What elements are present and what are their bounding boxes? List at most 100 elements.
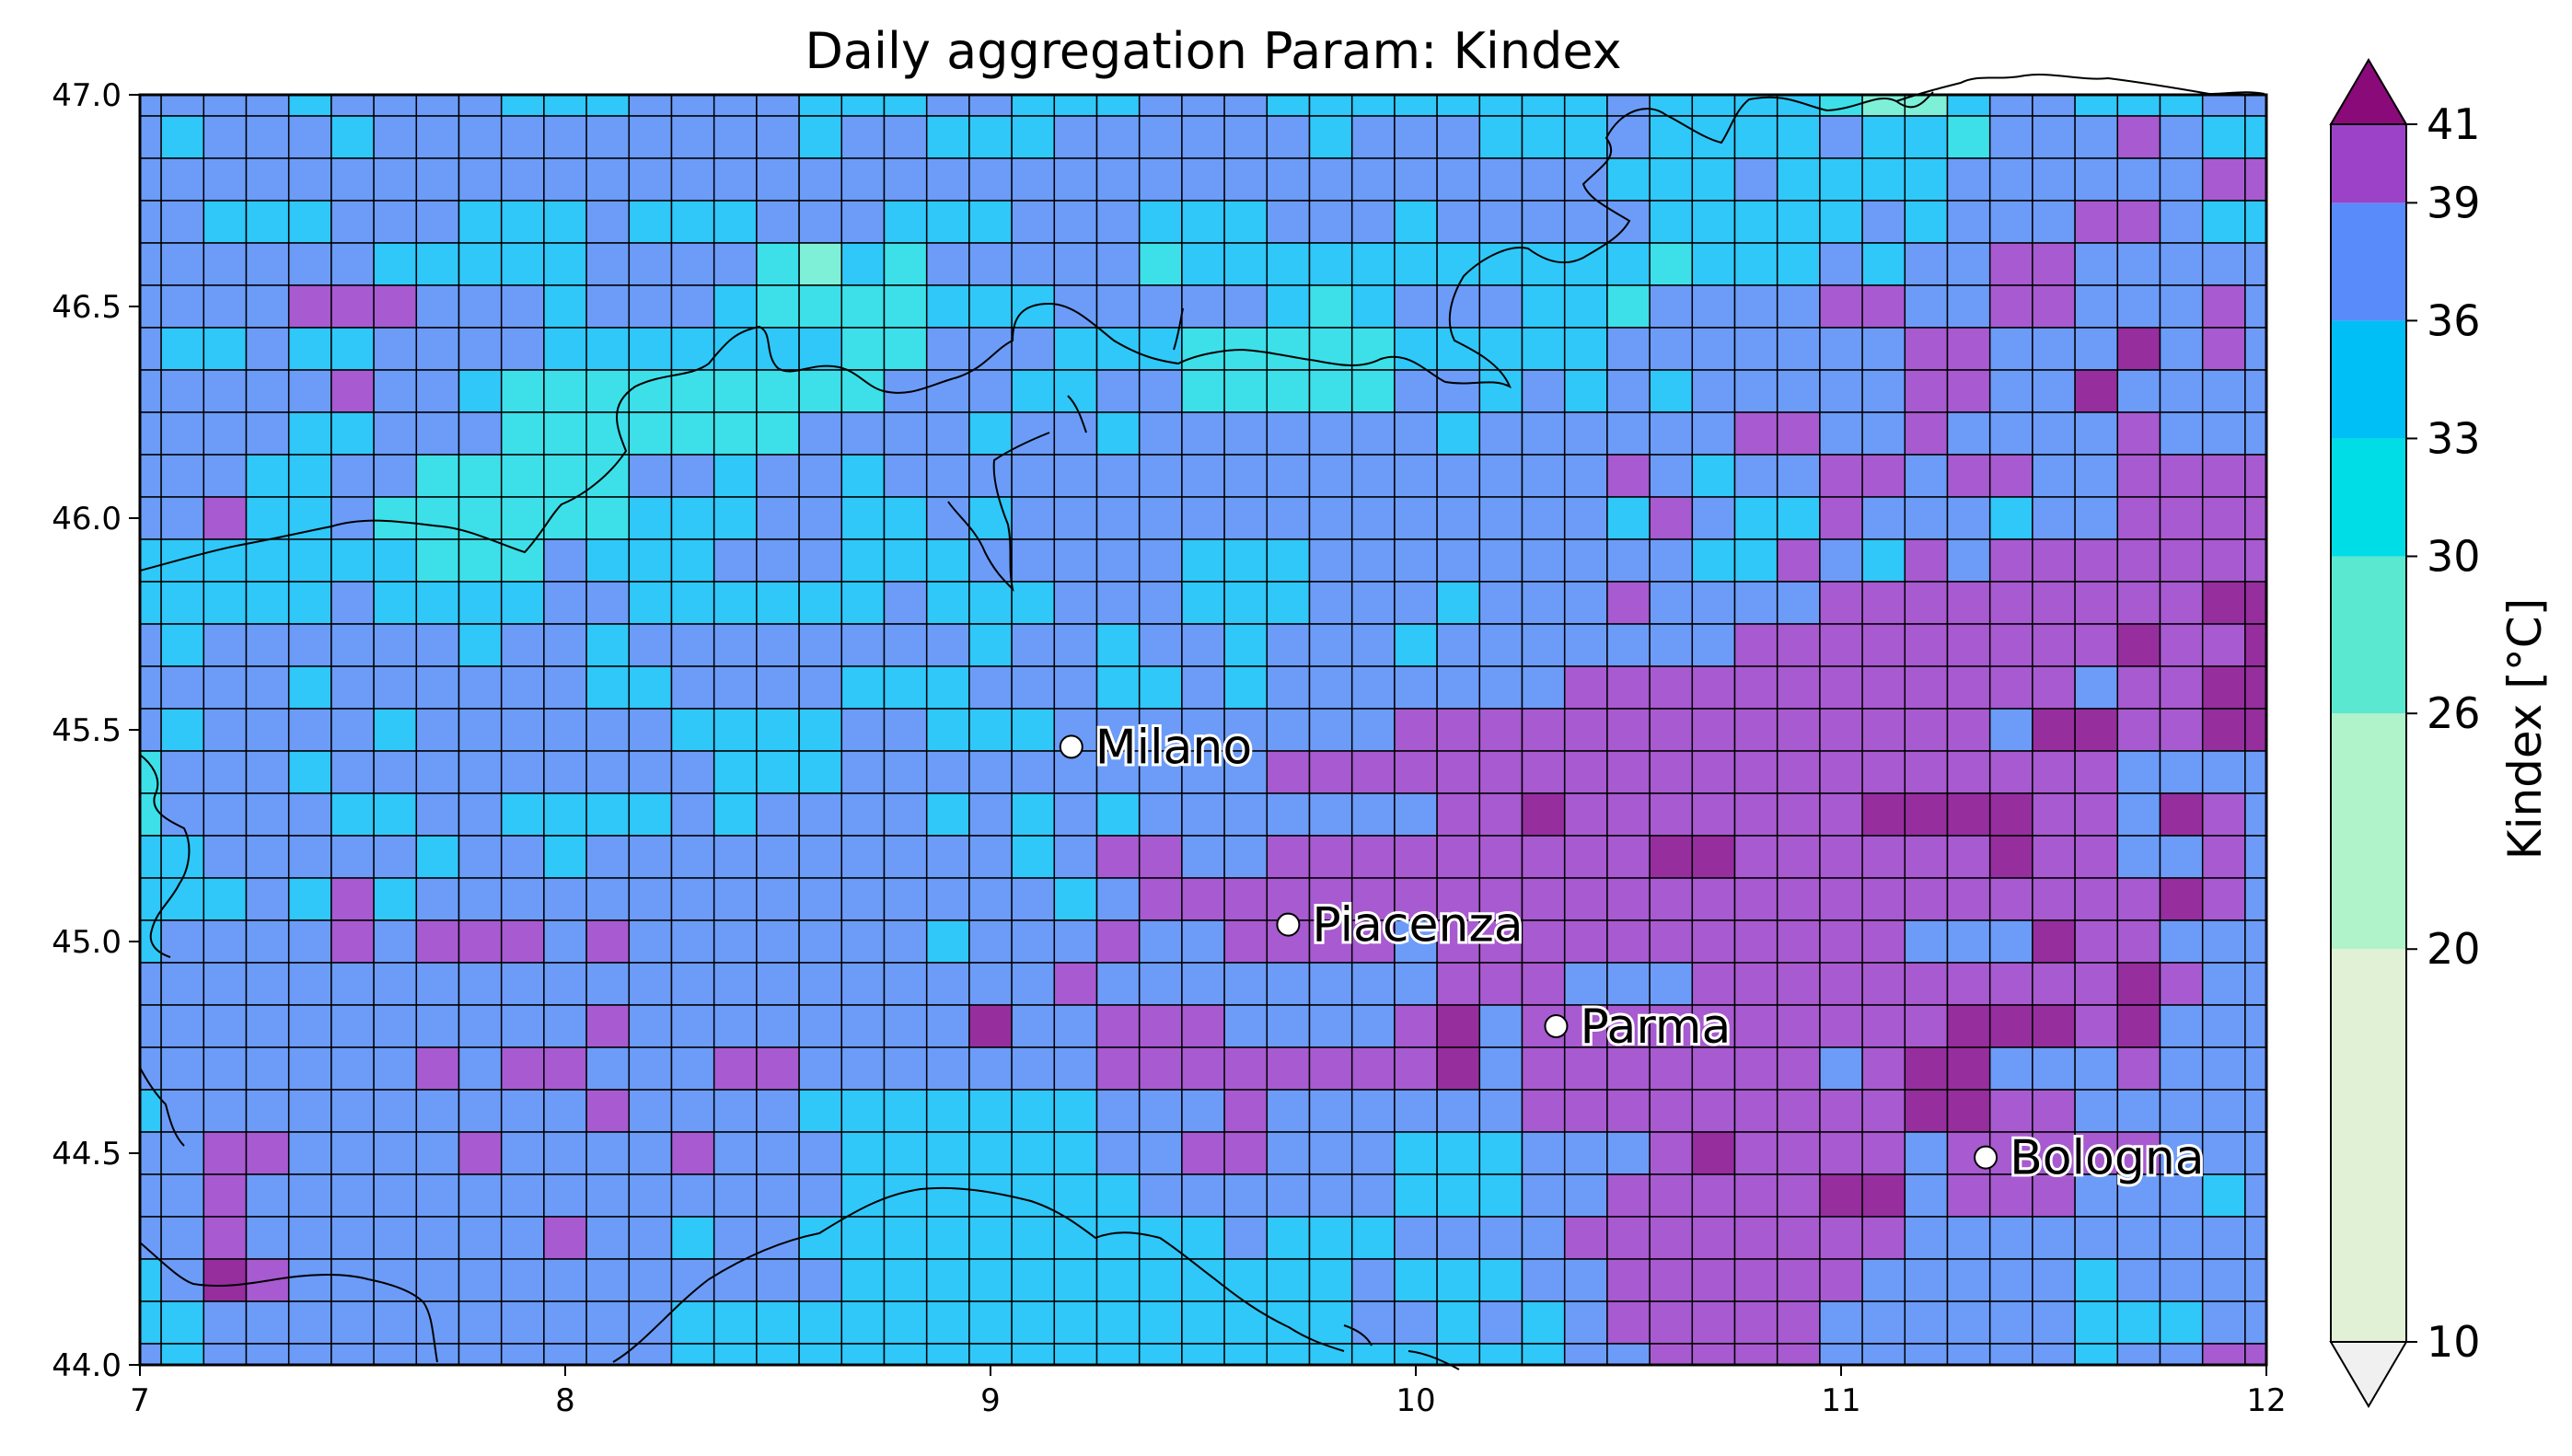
grid-cell <box>1861 1089 1906 1133</box>
grid-cell <box>1819 1173 1863 1218</box>
grid-cell <box>1138 454 1183 498</box>
grid-cell <box>1138 835 1183 879</box>
grid-cell <box>2116 538 2161 583</box>
grid-cell <box>500 623 545 667</box>
grid-cell <box>1478 115 1524 159</box>
grid-cell <box>2074 1258 2119 1302</box>
grid-cell <box>1819 1046 1863 1091</box>
grid-cell <box>2159 242 2204 286</box>
grid-cell <box>2201 1300 2246 1345</box>
grid-cell <box>287 708 332 752</box>
city-marker <box>1059 734 1083 759</box>
grid-cell <box>1095 665 1141 710</box>
grid-cell <box>1904 1216 1949 1260</box>
grid-cell <box>1946 284 1991 329</box>
grid-cell <box>1436 581 1481 625</box>
grid-cell <box>2244 242 2267 286</box>
grid-cell <box>1819 665 1863 710</box>
grid-cell <box>1053 538 1098 583</box>
grid-cell <box>543 1216 587 1260</box>
grid-cell <box>2244 284 2267 329</box>
grid-cell <box>287 454 332 498</box>
grid-cell <box>2159 835 2204 879</box>
grid-cell <box>840 1089 886 1133</box>
grid-cell <box>585 1300 631 1345</box>
grid-cell <box>1733 369 1778 413</box>
grid-cell <box>1819 200 1863 244</box>
grid-cell <box>2074 369 2119 413</box>
grid-cell <box>139 157 162 202</box>
grid-cell <box>287 1131 332 1175</box>
grid-cell <box>585 750 631 794</box>
grid-cell <box>2074 538 2119 583</box>
grid-cell <box>1308 1131 1353 1175</box>
grid-cell <box>756 369 800 413</box>
grid-cell <box>1095 115 1141 159</box>
grid-cell <box>458 1216 503 1260</box>
x-tick-label: 8 <box>555 1382 575 1419</box>
grid-cell <box>373 919 418 964</box>
grid-cell <box>458 327 503 371</box>
grid-cell <box>1011 1131 1056 1175</box>
grid-cell <box>1223 496 1269 540</box>
grid-cell <box>2244 1089 2267 1133</box>
grid-cell <box>1478 1089 1524 1133</box>
grid-cell <box>968 1131 1013 1175</box>
grid-cell <box>500 1046 545 1091</box>
grid-cell <box>1011 962 1056 1006</box>
grid-cell <box>1350 1216 1396 1260</box>
grid-cell <box>330 877 375 921</box>
grid-cell <box>1436 284 1481 329</box>
grid-cell <box>1988 665 2033 710</box>
grid-cell <box>713 454 758 498</box>
grid-cell <box>1861 327 1906 371</box>
grid-cell <box>2244 919 2267 964</box>
grid-cell <box>1819 750 1863 794</box>
grid-cell <box>2032 1216 2076 1260</box>
grid-cell <box>1563 623 1608 667</box>
grid-cell <box>1733 919 1778 964</box>
grid-cell <box>330 94 375 117</box>
grid-cell <box>585 369 631 413</box>
grid-cell <box>373 1046 418 1091</box>
grid-cell <box>1011 581 1056 625</box>
grid-cell <box>287 750 332 794</box>
city-marker <box>1544 1014 1569 1038</box>
grid-cell <box>1181 581 1225 625</box>
grid-cell <box>1350 1089 1396 1133</box>
grid-cell <box>925 1173 970 1218</box>
grid-cell <box>1138 369 1183 413</box>
grid-cell <box>585 835 631 879</box>
grid-cell <box>1904 157 1949 202</box>
grid-cell <box>2074 877 2119 921</box>
grid-cell <box>1394 1131 1438 1175</box>
grid-cell <box>330 284 375 329</box>
grid-cell <box>1904 538 1949 583</box>
grid-cell <box>2032 792 2076 837</box>
grid-cell <box>1563 792 1608 837</box>
grid-cell <box>670 1004 715 1048</box>
grid-cell <box>2074 1300 2119 1345</box>
grid-cell <box>458 877 503 921</box>
grid-cell <box>1691 1004 1736 1048</box>
grid-cell <box>1521 1300 1566 1345</box>
grid-cell <box>1181 750 1225 794</box>
grid-cell <box>713 242 758 286</box>
grid-cell <box>2116 284 2161 329</box>
grid-cell <box>1649 369 1694 413</box>
grid-cell <box>585 496 631 540</box>
grid-cell <box>1521 623 1566 667</box>
grid-cell <box>330 538 375 583</box>
grid-cell <box>1011 115 1056 159</box>
grid-cell <box>756 1089 800 1133</box>
grid-cell <box>1563 369 1608 413</box>
grid-cell <box>925 1004 970 1048</box>
grid-cell <box>883 1300 928 1345</box>
grid-cell <box>670 200 715 244</box>
grid-cell <box>1988 1216 2033 1260</box>
grid-cell <box>2116 327 2161 371</box>
grid-cell <box>1394 454 1438 498</box>
grid-cell <box>1095 411 1141 456</box>
grid-cell <box>1181 157 1225 202</box>
grid-cell <box>1649 1131 1694 1175</box>
